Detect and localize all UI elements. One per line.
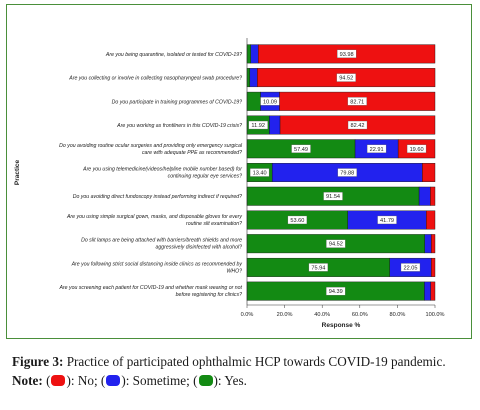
category-label: Are you collecting or involve in collect… [68,76,242,82]
data-label-box [326,239,346,248]
bar-sometime [424,281,431,301]
data-label-box [326,286,346,296]
bar-no [431,257,436,277]
x-tick-label: 40.0% [314,312,330,318]
legend-label-sometime: Sometime; [132,373,190,388]
x-axis-title: Response % [322,322,361,329]
data-label-box [248,120,268,130]
data-label-box [377,215,397,225]
data-label: 93.98 [340,52,354,58]
category-label: Do you avoiding direct fundoscopy instea… [73,194,242,200]
data-label: 91.54 [326,194,340,200]
data-label-box [291,144,311,153]
x-tick-label: 100.0% [426,312,445,318]
category-label: before registering for clinics? [176,292,242,298]
data-label-box [400,263,421,272]
x-tick-label: 60.0% [352,312,368,318]
category-label: continuing regular eye services? [168,174,243,180]
bar-sometime [418,186,431,206]
data-label: 82.42 [351,123,365,129]
data-label: 82.71 [350,99,364,105]
caption-text: Practice of participated ophthalmic HCP … [63,354,446,369]
data-label-box [336,73,356,82]
legend-label-yes: Yes. [224,373,247,388]
data-label: 53.60 [290,218,304,224]
y-axis-title: Practice [14,159,21,185]
data-label-box [366,144,387,153]
data-label-box [323,192,343,201]
x-tick-label: 0.0% [241,312,254,318]
bar-no [426,210,436,230]
data-label: 94.52 [329,242,343,248]
category-label: Do you avoiding routine ocular surgeries… [59,143,243,149]
category-label: Are you using simple surgical gown, mask… [66,214,242,220]
data-label-box [308,263,329,272]
bar-no [430,186,436,206]
data-label: 41.79 [380,218,394,224]
bar-yes [246,91,261,111]
bar-sometime [269,115,281,135]
legend-swatch-sometime [106,375,121,386]
figure-caption: Figure 3: Practice of participated ophth… [12,354,446,388]
data-label-box [287,215,308,225]
stacked-bar-chart: 93.98 Are you being quarantine, isolated … [14,38,445,329]
legend-label-no: No; [77,373,98,388]
data-label: 22.91 [370,147,384,153]
category-label: WHO? [226,268,242,274]
data-label: 13.40 [253,171,267,177]
data-label: 19.60 [410,147,424,153]
category-label: Are you using telemedicine(videos/helpli… [82,167,242,173]
data-label: 22.05 [403,265,417,271]
category-label: routine slit examination? [186,221,242,227]
x-tick-label: 80.0% [389,312,405,318]
bar-no [430,281,436,301]
bar-no [431,234,436,254]
bar-no [422,163,436,182]
data-label: 10.09 [263,99,277,105]
category-label: Are you following strict social distanci… [71,261,243,267]
data-label: 94.39 [329,289,343,295]
data-label-box [347,120,368,130]
bar-yes [246,68,251,88]
category-label: aggressively disinfected with alcohol? [155,245,242,251]
data-label: 57.49 [294,147,308,153]
category-label: Are you working as frontliners in this C… [116,123,242,129]
legend-swatch-no [51,375,66,386]
bar-sometime [424,234,432,254]
data-label: 11.92 [251,123,265,129]
category-label: care with adequate PPE as recommended? [142,150,242,156]
data-label-box [337,49,357,59]
category-label: Are you being quarantine, isolated or te… [105,52,242,58]
data-label: 75.94 [311,265,325,271]
legend-swatch-yes [198,375,213,386]
x-tick-label: 20.0% [277,312,293,318]
data-label-box [406,144,427,153]
data-label: 94.52 [339,76,353,82]
category-label: Are you screening each patient for COVID… [58,285,242,291]
category-label: Do slit lamps are being attached with ba… [81,238,242,244]
note-label: Note: [12,373,43,388]
data-label-box [347,97,367,106]
chart-frame: 93.98 Are you being quarantine, isolated … [6,4,472,339]
data-label: 79.88 [340,171,354,177]
bar-sometime [250,44,259,64]
figure-label: Figure 3: [12,354,64,369]
category-label: Do you participate in training programme… [112,99,242,105]
bar-yes [246,44,251,64]
data-label-box [337,168,357,177]
data-label-box [249,168,270,177]
bar-sometime [249,68,258,88]
